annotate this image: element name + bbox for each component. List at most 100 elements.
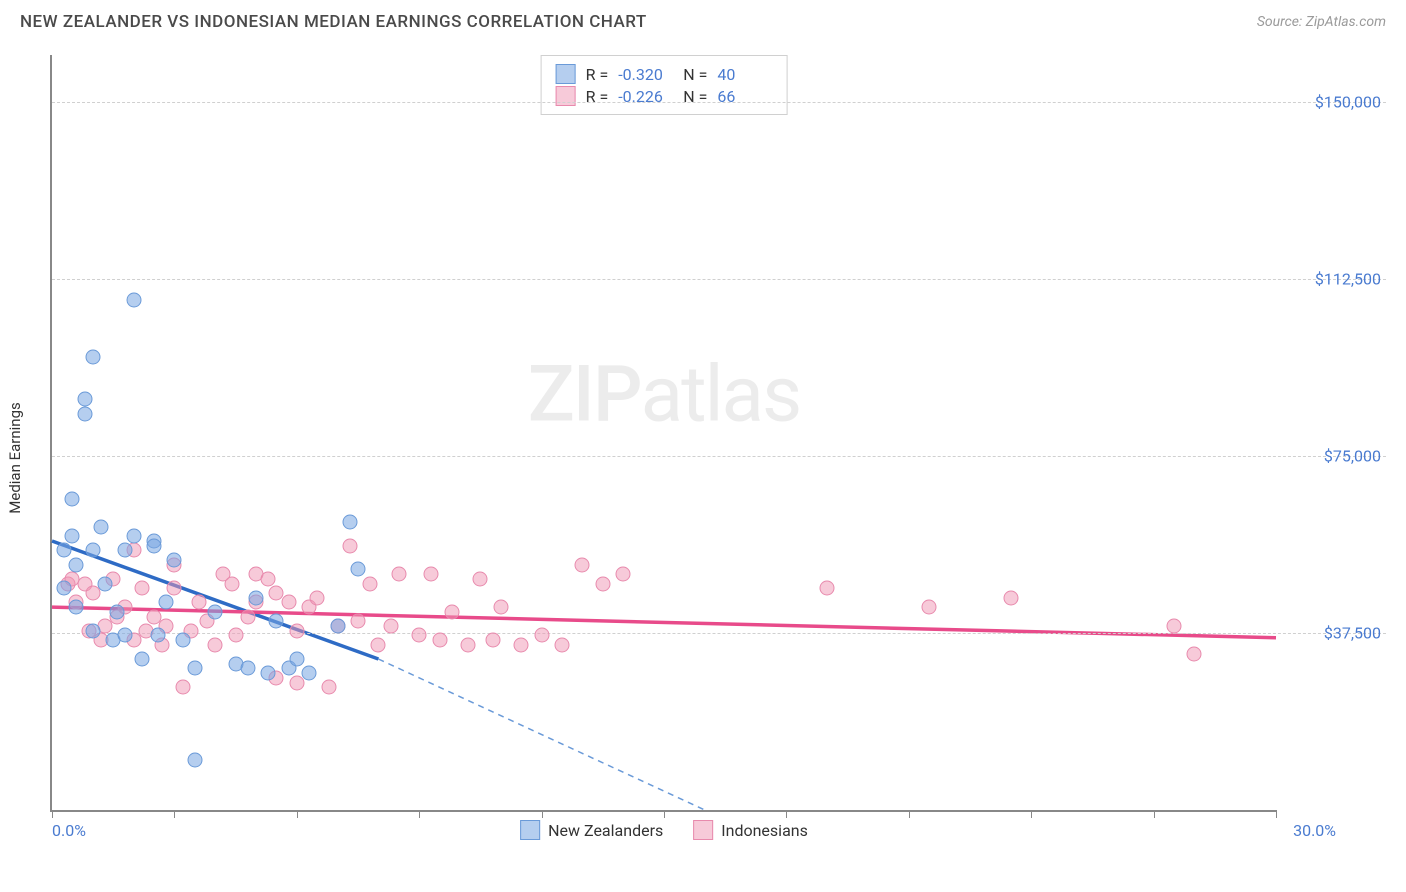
data-point-a	[302, 666, 317, 681]
data-point-b	[575, 557, 590, 572]
data-point-a	[342, 515, 357, 530]
swatch-b-icon	[693, 820, 713, 840]
data-point-b	[473, 571, 488, 586]
data-point-b	[351, 614, 366, 629]
data-point-a	[57, 543, 72, 558]
y-tick-label: $150,000	[1286, 93, 1381, 112]
data-point-b	[1167, 618, 1182, 633]
gridline	[52, 279, 1386, 280]
data-point-b	[1187, 647, 1202, 662]
y-tick-label: $75,000	[1286, 447, 1381, 466]
watermark-zip: ZIP	[528, 349, 641, 440]
data-point-a	[118, 628, 133, 643]
data-point-b	[208, 637, 223, 652]
data-point-a	[85, 350, 100, 365]
data-point-b	[224, 576, 239, 591]
y-axis-label: Median Earnings	[6, 402, 24, 513]
x-tick	[52, 810, 53, 818]
data-point-b	[310, 590, 325, 605]
data-point-b	[322, 680, 337, 695]
data-point-b	[820, 581, 835, 596]
data-point-b	[261, 571, 276, 586]
data-point-b	[461, 637, 476, 652]
trend-line	[378, 659, 704, 810]
data-point-b	[391, 567, 406, 582]
trend-lines	[52, 55, 1276, 810]
data-point-b	[167, 581, 182, 596]
data-point-a	[98, 576, 113, 591]
data-point-a	[77, 392, 92, 407]
data-point-b	[514, 637, 529, 652]
r-value-a: -0.320	[618, 65, 673, 84]
data-point-b	[444, 604, 459, 619]
legend-label-a: New Zealanders	[548, 821, 663, 840]
data-point-b	[240, 609, 255, 624]
data-point-b	[191, 595, 206, 610]
x-tick	[1031, 810, 1032, 818]
data-point-b	[555, 637, 570, 652]
x-tick	[297, 810, 298, 818]
data-point-b	[134, 581, 149, 596]
correlation-legend: R = -0.320 N = 40 R = -0.226 N = 66	[541, 55, 788, 115]
data-point-a	[69, 557, 84, 572]
swatch-a	[556, 64, 576, 84]
data-point-a	[187, 661, 202, 676]
data-point-b	[595, 576, 610, 591]
data-point-a	[57, 581, 72, 596]
data-point-a	[261, 666, 276, 681]
n-value-a: 40	[717, 65, 772, 84]
x-tick	[786, 810, 787, 818]
chart-container: Median Earnings ZIPatlas R = -0.320 N = …	[50, 55, 1386, 842]
data-point-a	[147, 538, 162, 553]
data-point-a	[249, 590, 264, 605]
data-point-b	[383, 618, 398, 633]
legend-item-a: New Zealanders	[520, 820, 663, 840]
data-point-b	[493, 600, 508, 615]
data-point-a	[77, 406, 92, 421]
data-point-b	[371, 637, 386, 652]
gridline	[52, 102, 1386, 103]
data-point-a	[118, 543, 133, 558]
data-point-a	[65, 529, 80, 544]
data-point-a	[69, 600, 84, 615]
x-tick	[542, 810, 543, 818]
data-point-a	[269, 614, 284, 629]
x-tick	[664, 810, 665, 818]
data-point-b	[424, 567, 439, 582]
data-point-b	[616, 567, 631, 582]
legend-label-b: Indonesians	[721, 821, 808, 840]
y-tick-label: $37,500	[1286, 624, 1381, 643]
watermark: ZIPatlas	[528, 349, 801, 440]
data-point-b	[485, 633, 500, 648]
data-point-a	[330, 618, 345, 633]
data-point-a	[151, 628, 166, 643]
plot-area: ZIPatlas R = -0.320 N = 40 R = -0.226 N …	[50, 55, 1276, 812]
source-attribution: Source: ZipAtlas.com	[1257, 14, 1386, 30]
data-point-b	[922, 600, 937, 615]
data-point-a	[175, 633, 190, 648]
data-point-a	[159, 595, 174, 610]
data-point-a	[240, 661, 255, 676]
x-tick	[1276, 810, 1277, 818]
x-tick	[909, 810, 910, 818]
data-point-b	[175, 680, 190, 695]
chart-title: NEW ZEALANDER VS INDONESIAN MEDIAN EARNI…	[20, 12, 647, 32]
data-point-a	[289, 652, 304, 667]
data-point-a	[208, 604, 223, 619]
n-label-a: N =	[683, 65, 707, 84]
data-point-a	[65, 491, 80, 506]
x-axis-min: 0.0%	[52, 821, 86, 840]
y-tick-label: $112,500	[1286, 270, 1381, 289]
data-point-a	[85, 623, 100, 638]
data-point-a	[167, 552, 182, 567]
data-point-b	[363, 576, 378, 591]
x-tick	[1154, 810, 1155, 818]
data-point-b	[412, 628, 427, 643]
data-point-b	[432, 633, 447, 648]
data-point-a	[187, 753, 202, 768]
data-point-b	[228, 628, 243, 643]
data-point-b	[289, 623, 304, 638]
data-point-b	[342, 538, 357, 553]
x-tick	[174, 810, 175, 818]
data-point-a	[126, 529, 141, 544]
